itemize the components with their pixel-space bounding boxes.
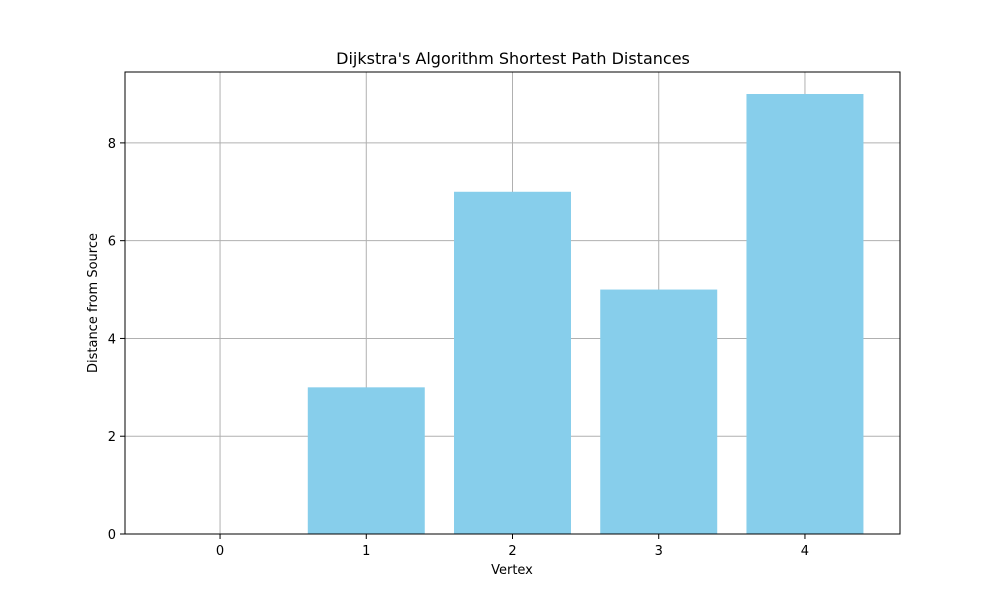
y-tick-label: 6 (108, 235, 116, 250)
x-tick-label: 2 (508, 544, 516, 559)
bar-vertex-4 (746, 94, 864, 534)
bar-vertex-1 (307, 387, 425, 534)
x-axis-ticks: 0 1 2 3 4 (216, 534, 809, 559)
y-tick-label: 0 (108, 528, 116, 543)
bars (307, 94, 864, 534)
x-tick-label: 1 (362, 544, 370, 559)
x-axis-label: Vertex (491, 563, 533, 578)
x-tick-label: 0 (216, 544, 224, 559)
y-tick-label: 8 (108, 137, 116, 152)
x-tick-label: 3 (655, 544, 663, 559)
y-tick-label: 2 (108, 430, 116, 445)
y-axis-label: Distance from Source (86, 233, 101, 373)
chart-title: Dijkstra's Algorithm Shortest Path Dista… (336, 49, 690, 68)
y-axis-ticks: 0 2 4 6 8 (108, 137, 125, 543)
x-tick-label: 4 (801, 544, 809, 559)
bar-vertex-3 (600, 289, 718, 534)
bar-vertex-2 (454, 191, 571, 534)
y-tick-label: 4 (108, 332, 116, 347)
